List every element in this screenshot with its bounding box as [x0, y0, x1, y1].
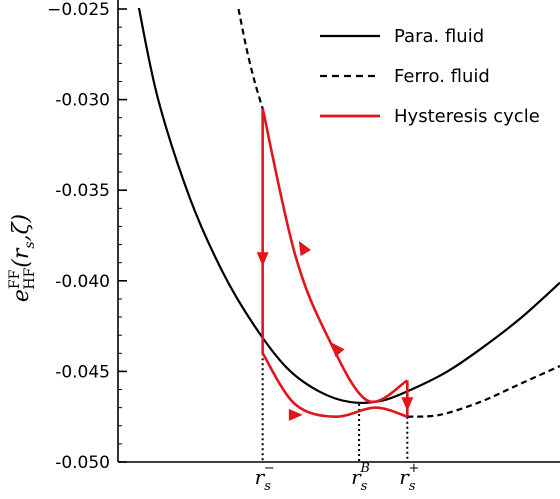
- y-tick-label-6: -0.050: [55, 453, 110, 473]
- y-tick-label-5: -0.045: [55, 362, 110, 382]
- arrow-up-lower: [330, 342, 345, 357]
- arrow-down-left: [256, 252, 269, 267]
- legend-label-3: Hysteresis cycle: [394, 106, 540, 127]
- arrow-right-bottom: [288, 408, 303, 421]
- plot-layer: [137, 8, 560, 462]
- y-tick-label-3: -0.035: [55, 181, 110, 201]
- hysteresis-lower-branch: [261, 352, 408, 419]
- x-tick-label-3: rs+: [399, 461, 419, 494]
- y-tick-label-4: -0.040: [55, 272, 110, 292]
- hysteresis-upper-branch: [261, 108, 409, 404]
- series-line-1: [137, 8, 560, 405]
- y-axis-label-text: eFFHF(rs,ζ): [7, 214, 38, 302]
- series-line-2: [237, 8, 264, 110]
- plot-area: [137, 8, 560, 462]
- axis-layer: −0.025 -0.030 -0.035 -0.040 -0.045 -0.050 rs− r…: [47, 0, 560, 494]
- y-axis-label: eFFHF(rs,ζ): [7, 214, 38, 302]
- legend-label-2: Ferro. fluid: [394, 66, 490, 87]
- arrow-down-right: [401, 397, 414, 412]
- y-tick-label-1: −0.025: [47, 0, 110, 20]
- y-tick-label-2: -0.030: [55, 91, 110, 111]
- legend-label-1: Para. fluid: [394, 26, 484, 47]
- x-tick-label-2: rsB: [351, 461, 370, 494]
- x-tick-label-1: rs−: [255, 461, 275, 494]
- legend: Para. fluid Ferro. fluid Hysteresis cycle: [320, 26, 540, 127]
- series-line-3: [407, 364, 560, 418]
- arrow-up-upper: [298, 240, 312, 257]
